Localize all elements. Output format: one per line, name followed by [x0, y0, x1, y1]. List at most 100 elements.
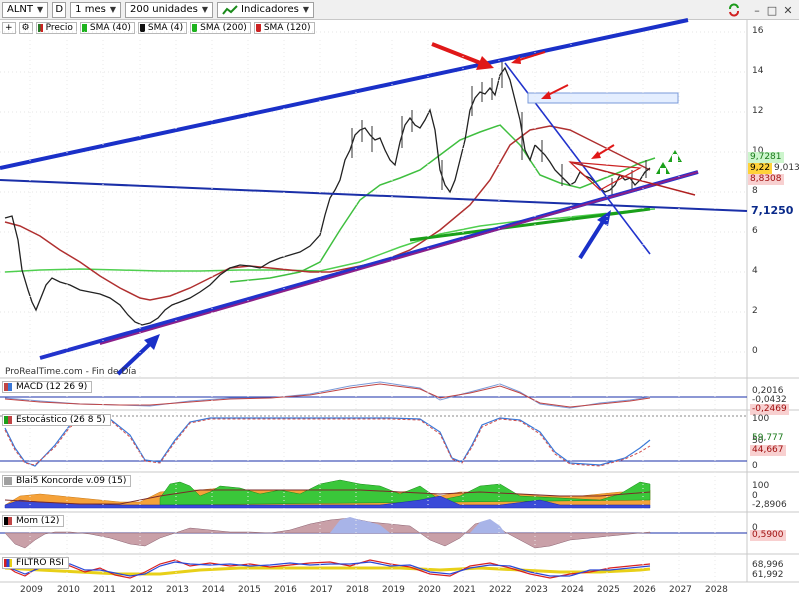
- legend-item-sma-200[interactable]: SMA (200): [190, 22, 251, 34]
- koncorde-pane: [4, 479, 651, 509]
- time-axis-tick: 2022: [489, 585, 512, 595]
- toolbar: ALNT ▼ D 1 mes ▼ 200 unidades ▼ Indicado…: [0, 0, 799, 20]
- time-axis-tick: 2019: [382, 585, 405, 595]
- swatch-icon: [139, 24, 145, 32]
- add-indicator-button[interactable]: +: [2, 22, 16, 34]
- legend-price-label: Precio: [45, 23, 73, 33]
- time-axis-tick: 2016: [274, 585, 297, 595]
- stochastic-label-text: Estocástico (26 8 5): [16, 415, 106, 425]
- koncorde-axis-tick: 0: [752, 491, 758, 501]
- time-axis-tick: 2015: [238, 585, 261, 595]
- red-arrow-small: [591, 144, 615, 159]
- stoch-tag: 59,777: [752, 433, 784, 443]
- symbol-selector[interactable]: ALNT ▼: [2, 1, 49, 18]
- settings-icon[interactable]: ⚙: [18, 22, 33, 34]
- price-axis-tick: 4: [752, 266, 758, 276]
- price-axis-tick: 6: [752, 226, 758, 236]
- rsi-label-text: FILTRO RSI: [16, 558, 64, 568]
- koncorde-label-text: Blai5 Koncorde v.09 (15): [16, 476, 127, 486]
- watermark: ProRealTime.com - Fin de Día: [5, 367, 137, 377]
- macd-label[interactable]: MACD (12 26 9): [2, 381, 93, 393]
- koncorde-label[interactable]: Blai5 Koncorde v.09 (15): [2, 475, 132, 487]
- macd-icon: [4, 383, 12, 391]
- chevron-down-icon: ▼: [302, 5, 309, 14]
- rsi-icon: [4, 559, 12, 567]
- momentum-icon: [4, 517, 12, 525]
- macd-tag: -0,2469: [750, 404, 789, 415]
- price-tag-last: 9,22: [748, 163, 773, 174]
- stoch-axis-tick: 50: [752, 436, 764, 446]
- price-axis-tick: 14: [752, 66, 764, 76]
- sma-200-line: [4, 208, 656, 273]
- red-arrow-small: [541, 84, 569, 99]
- time-axis-tick: 2014: [202, 585, 225, 595]
- red-arrow-small: [511, 51, 546, 64]
- legend-bar: + ⚙ Precio SMA (40) SMA (4) SMA (200) SM…: [2, 22, 315, 34]
- macd-tag: -0,0432: [752, 395, 787, 405]
- red-triangle: [568, 161, 643, 191]
- price-tag-sma4: 9,0130: [772, 163, 799, 174]
- d-button[interactable]: D: [52, 1, 67, 18]
- macd-pane: [0, 381, 747, 409]
- stochastic-icon: [4, 416, 12, 424]
- price-line: [4, 66, 651, 326]
- green-arrow-icon: [668, 150, 682, 162]
- stoch-tag: 44,667: [750, 445, 786, 456]
- legend-item-sma-40[interactable]: SMA (40): [79, 22, 135, 34]
- momentum-label-text: Mom (12): [16, 516, 60, 526]
- legend-item-label: SMA (200): [200, 23, 247, 33]
- stochastic-pane: [0, 415, 747, 467]
- mom-tag: 0,5900: [750, 530, 786, 541]
- indicators-button[interactable]: Indicadores ▼: [217, 1, 314, 18]
- time-axis-tick: 2025: [597, 585, 620, 595]
- koncorde-axis-tick: 100: [752, 481, 770, 491]
- macd-label-text: MACD (12 26 9): [16, 382, 88, 392]
- price-axis-tick: 8: [752, 186, 758, 196]
- blue-arrow-big: [578, 210, 611, 260]
- rsi-pane: [4, 559, 651, 579]
- time-axis-tick: 2028: [705, 585, 728, 595]
- chevron-down-icon: ▼: [109, 5, 116, 14]
- momentum-pane: [0, 517, 747, 549]
- timeframe-label: 1 mes: [75, 4, 106, 15]
- timeframe-selector[interactable]: 1 mes ▼: [70, 1, 121, 18]
- koncorde-tag: -2,8906: [752, 500, 787, 510]
- price-axis-tick: 2: [752, 306, 758, 316]
- legend-item-sma-120[interactable]: SMA (120): [253, 22, 315, 34]
- sma-120-line: [4, 125, 651, 301]
- legend-item-sma-4[interactable]: SMA (4): [137, 22, 188, 34]
- lower-channel-purple-line: [99, 171, 699, 345]
- price-axis-tick: 0: [752, 346, 758, 356]
- time-axis-tick: 2023: [525, 585, 548, 595]
- close-icon[interactable]: ✕: [783, 3, 793, 17]
- time-axis-tick: 2026: [633, 585, 656, 595]
- units-selector[interactable]: 200 unidades ▼: [124, 1, 214, 18]
- price-tag-sma120: 8,8308: [748, 174, 784, 185]
- rsi-label[interactable]: FILTRO RSI: [2, 557, 69, 569]
- blue-arrow-big: [116, 334, 160, 376]
- time-axis-tick: 2017: [310, 585, 333, 595]
- koncorde-icon: [4, 477, 12, 485]
- stoch-axis-tick: 0: [752, 461, 758, 471]
- units-label: 200 unidades: [129, 4, 198, 15]
- rsi-tag: 61,992: [752, 570, 784, 580]
- stoch-axis-tick: 100: [752, 414, 770, 424]
- legend-price[interactable]: Precio: [35, 22, 77, 34]
- refresh-icon[interactable]: [726, 2, 742, 18]
- maximize-icon[interactable]: □: [766, 3, 778, 17]
- chevron-down-icon: ▼: [201, 5, 209, 14]
- d-button-label: D: [55, 4, 64, 15]
- momentum-label[interactable]: Mom (12): [2, 515, 65, 527]
- price-tag-sma40: 9,7281: [748, 152, 784, 163]
- red-arrow-big: [431, 42, 494, 70]
- time-axis-tick: 2024: [561, 585, 584, 595]
- indicators-label: Indicadores: [241, 4, 299, 15]
- stochastic-label[interactable]: Estocástico (26 8 5): [2, 414, 111, 426]
- minimize-icon[interactable]: –: [754, 3, 760, 17]
- symbol-label: ALNT: [7, 4, 34, 15]
- legend-item-label: SMA (120): [263, 23, 311, 33]
- horizontal-trend-line: [0, 179, 748, 212]
- rsi-tag: 68,996: [752, 560, 784, 570]
- legend-item-label: SMA (4): [147, 23, 184, 33]
